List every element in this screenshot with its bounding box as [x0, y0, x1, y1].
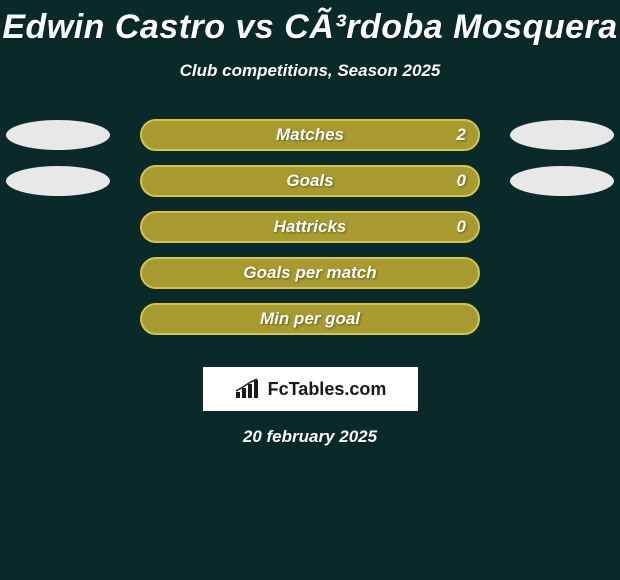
stat-label: Matches: [142, 125, 478, 145]
stat-label: Goals per match: [142, 263, 478, 283]
stat-row: Hattricks0: [0, 211, 620, 257]
stat-bar: Min per goal: [140, 303, 480, 335]
stat-bar: Goals0: [140, 165, 480, 197]
stat-row: Goals per match: [0, 257, 620, 303]
stat-bar: Hattricks0: [140, 211, 480, 243]
stat-row: Min per goal: [0, 303, 620, 349]
stat-row: Matches2: [0, 119, 620, 165]
stat-value: 2: [457, 125, 466, 145]
left-ellipse: [6, 120, 110, 150]
page-subtitle: Club competitions, Season 2025: [0, 61, 620, 81]
page-title: Edwin Castro vs CÃ³rdoba Mosquera: [0, 0, 620, 47]
stat-value: 0: [457, 171, 466, 191]
stat-label: Min per goal: [142, 309, 478, 329]
right-ellipse: [510, 166, 614, 196]
left-ellipse: [6, 166, 110, 196]
logo-text: FcTables.com: [268, 379, 387, 400]
logo-box: FcTables.com: [203, 367, 418, 411]
stat-label: Hattricks: [142, 217, 478, 237]
footer-date: 20 february 2025: [0, 427, 620, 447]
stats-rows: Matches2Goals0Hattricks0Goals per matchM…: [0, 119, 620, 349]
stat-bar: Goals per match: [140, 257, 480, 289]
stat-value: 0: [457, 217, 466, 237]
stat-bar: Matches2: [140, 119, 480, 151]
stat-label: Goals: [142, 171, 478, 191]
right-ellipse: [510, 120, 614, 150]
logo-chart-icon: [234, 378, 262, 400]
stat-row: Goals0: [0, 165, 620, 211]
